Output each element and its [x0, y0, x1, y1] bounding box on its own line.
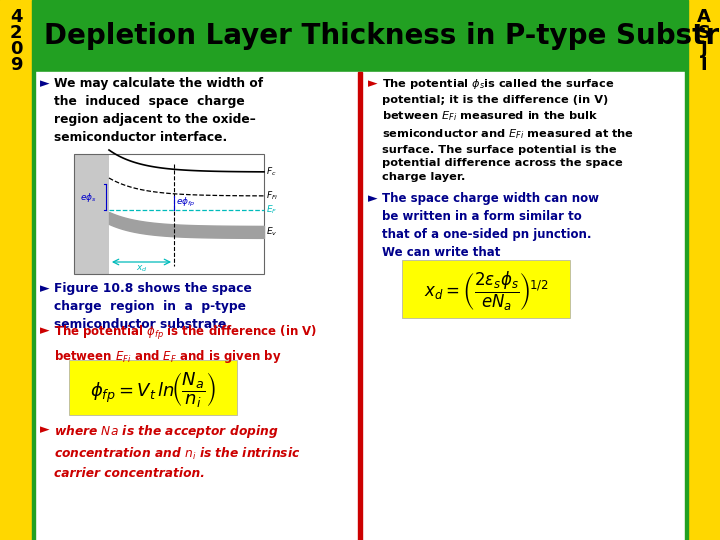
Text: ►: ► — [40, 423, 50, 436]
Text: $e\phi_{fp}$: $e\phi_{fp}$ — [176, 195, 195, 208]
Text: $x_d$: $x_d$ — [135, 263, 148, 273]
Text: ►: ► — [40, 77, 50, 90]
Bar — [74, 154, 109, 274]
Bar — [74, 154, 264, 274]
Bar — [0, 0, 720, 72]
Text: where $Na$ is the acceptor doping
concentration and $n_i$ is the intrinsic
carri: where $Na$ is the acceptor doping concen… — [54, 423, 300, 480]
Text: A: A — [697, 8, 711, 26]
Text: $E_F$: $E_F$ — [266, 204, 277, 216]
Text: $E_v$: $E_v$ — [266, 226, 277, 238]
Bar — [358, 72, 362, 540]
Bar — [0, 0, 32, 540]
Text: 9: 9 — [10, 56, 22, 74]
Text: ►: ► — [40, 324, 50, 337]
Bar — [402, 260, 570, 318]
Text: ►: ► — [368, 77, 377, 90]
Text: $\phi_{fp} = V_t\,ln\!\left(\dfrac{N_a}{n_i}\right)$: $\phi_{fp} = V_t\,ln\!\left(\dfrac{N_a}{… — [90, 370, 216, 409]
Text: The potential $\phi_s$is called the surface
potential; it is the difference (in : The potential $\phi_s$is called the surf… — [382, 77, 634, 182]
Bar — [685, 0, 688, 540]
Text: $F_{Fi}$: $F_{Fi}$ — [266, 190, 279, 202]
Text: $F_c$: $F_c$ — [266, 166, 276, 178]
Bar — [69, 360, 237, 415]
Text: ►: ► — [368, 192, 377, 205]
Bar — [32, 0, 35, 540]
Text: Depletion Layer Thickness in P-type Substrate: Depletion Layer Thickness in P-type Subs… — [44, 22, 720, 50]
Bar — [35, 72, 685, 540]
Text: I: I — [701, 56, 707, 74]
Text: Figure 10.8 shows the space
charge  region  in  a  p-type
semiconductor substrat: Figure 10.8 shows the space charge regio… — [54, 282, 252, 331]
Text: 4: 4 — [10, 8, 22, 26]
Text: The space charge width can now
be written in a form similar to
that of a one-sid: The space charge width can now be writte… — [382, 192, 599, 259]
Bar — [109, 154, 264, 274]
Text: 0: 0 — [10, 40, 22, 58]
Text: ►: ► — [40, 282, 50, 295]
Bar — [688, 0, 720, 540]
Text: S: S — [698, 24, 711, 42]
Text: The potential $\phi_{fp}$ is the difference (in V)
between $E_{Fi}$ and $E_F$ an: The potential $\phi_{fp}$ is the differe… — [54, 324, 317, 365]
Text: J: J — [701, 40, 707, 58]
Text: $e\phi_s$: $e\phi_s$ — [80, 191, 96, 204]
Text: $x_d = \left(\dfrac{2\epsilon_s\phi_s}{eN_a}\right)^{\!1/2}$: $x_d = \left(\dfrac{2\epsilon_s\phi_s}{e… — [423, 269, 549, 313]
Text: We may calculate the width of
the  induced  space  charge
region adjacent to the: We may calculate the width of the induce… — [54, 77, 263, 144]
Text: 2: 2 — [10, 24, 22, 42]
